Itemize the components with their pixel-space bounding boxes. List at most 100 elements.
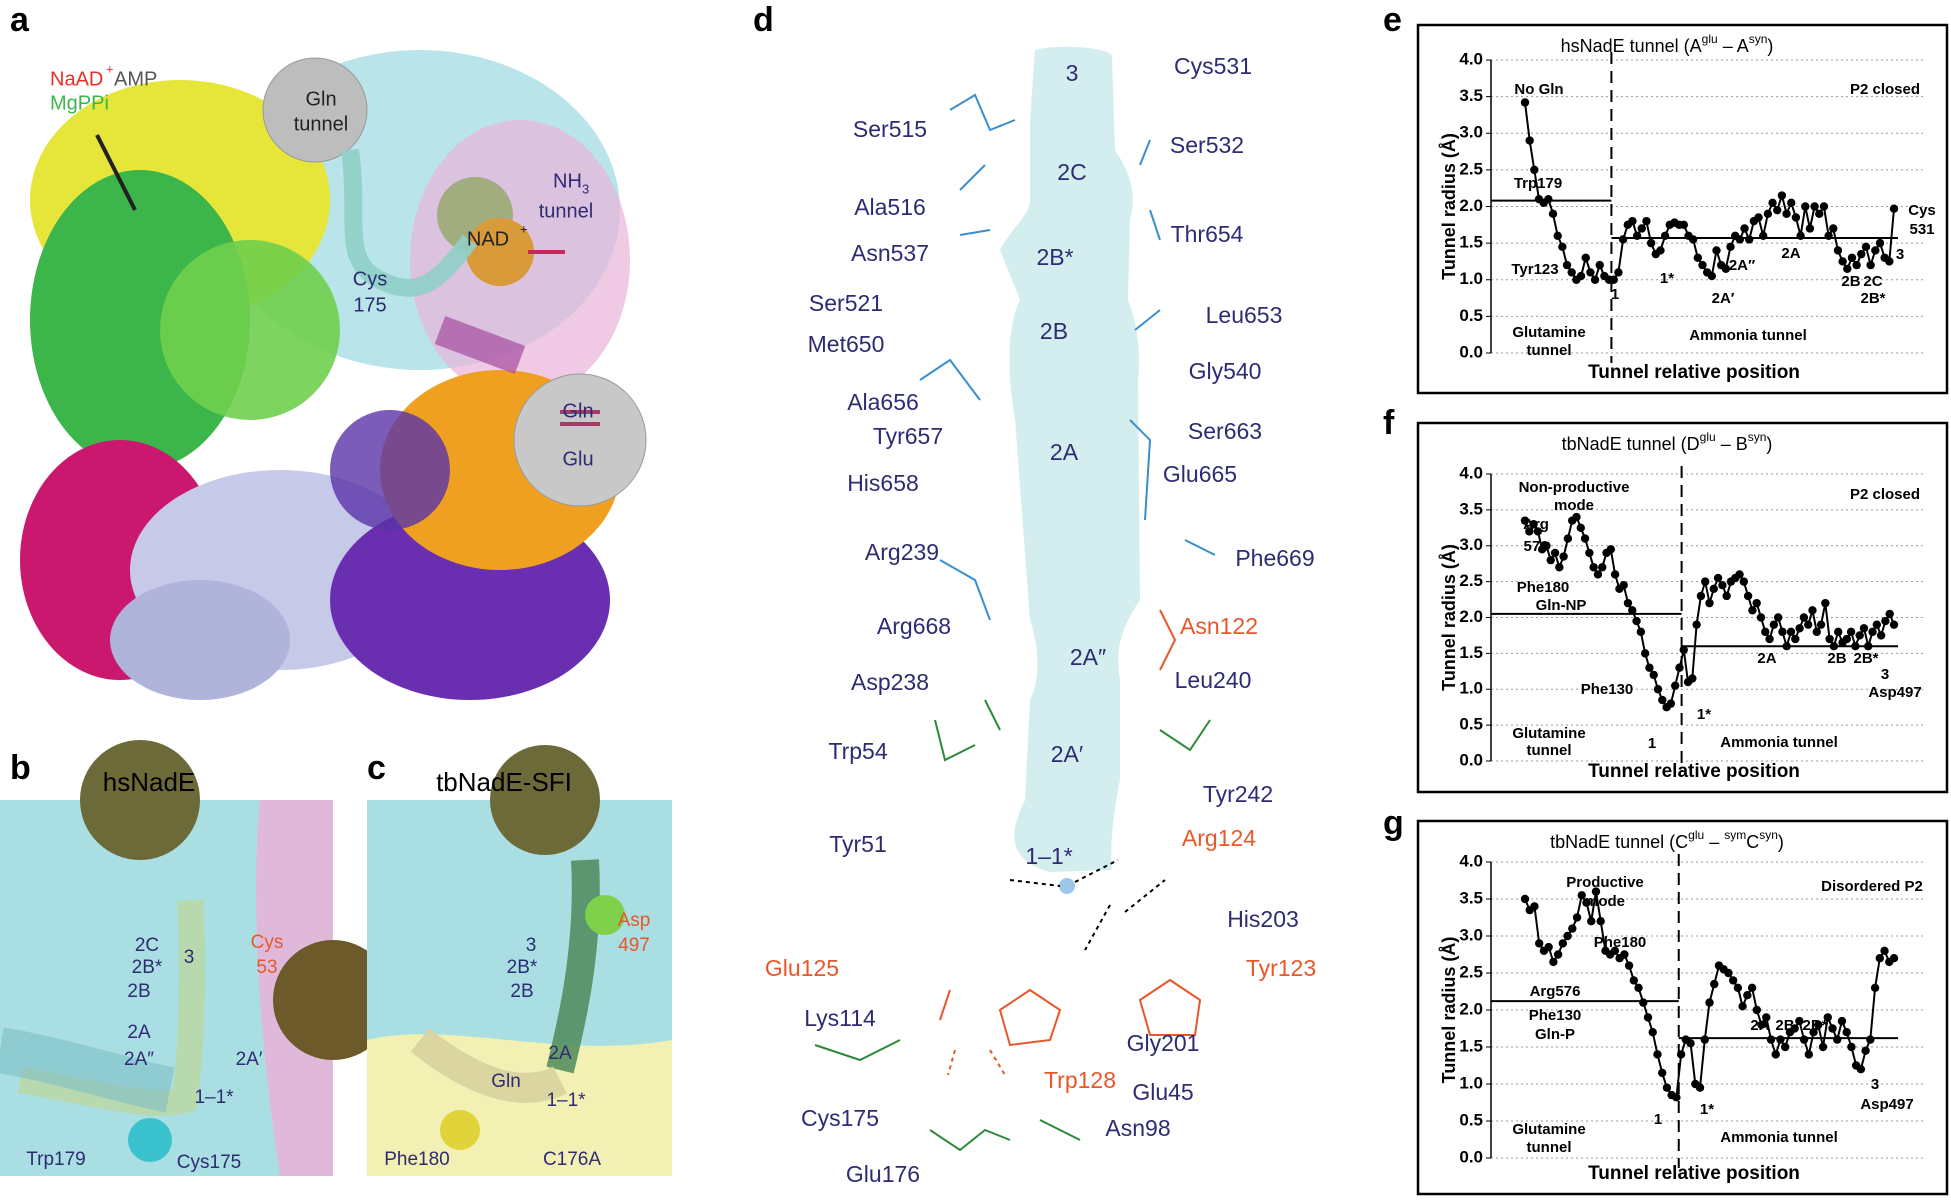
title-part: glu (1702, 32, 1718, 46)
y-tick-label: 2.5 (1459, 159, 1483, 178)
title-part: syn (1759, 828, 1778, 842)
y-tick-label: 2.0 (1459, 607, 1483, 626)
radius-point (1614, 268, 1623, 277)
radius-point (1657, 1068, 1667, 1078)
annotation: P2 closed (1850, 486, 1920, 503)
residue-label: Trp54 (828, 738, 887, 764)
annotation: 1 (1654, 1111, 1662, 1128)
residue-label: Asp238 (851, 669, 929, 695)
annotation: 2B (1827, 650, 1846, 667)
y-tick-label: 0.5 (1459, 306, 1483, 325)
radius-point (1763, 209, 1773, 219)
y-axis-label: Tunnel radius (Å) (1439, 544, 1459, 691)
radius-point (1825, 634, 1834, 644)
radius-point (1656, 246, 1665, 255)
residue-label: Tyr51 (829, 831, 887, 857)
panel-letter: g (1383, 804, 1404, 842)
radius-point (1672, 1093, 1681, 1102)
radius-point (1819, 202, 1829, 211)
title-part: glu (1700, 430, 1716, 444)
illustration (466, 218, 534, 286)
annotation: 2A (1757, 650, 1776, 667)
radius-point (1544, 194, 1553, 204)
structure-label: 2C (135, 935, 159, 956)
structure-label: 497 (618, 935, 650, 956)
radius-point (1859, 624, 1869, 633)
residue-label: Gly540 (1189, 358, 1262, 384)
radius-point (1748, 606, 1757, 615)
radius-point (1838, 257, 1847, 266)
annotation: Phe180 (1517, 579, 1570, 596)
annotation: Cys (1908, 202, 1936, 219)
structure-label: tunnel (294, 113, 349, 135)
radius-point (1761, 627, 1770, 637)
radius-point (1676, 1050, 1686, 1059)
radius-point (1889, 620, 1899, 629)
radius-point (1782, 209, 1791, 219)
title-part: – (1704, 832, 1724, 852)
tunnel-site: 3 (1066, 60, 1079, 86)
radius-point (1542, 541, 1551, 550)
radius-point (1666, 699, 1676, 708)
radius-point (1713, 573, 1723, 583)
radius-point (1864, 642, 1873, 651)
annotation: No Gln (1514, 81, 1563, 98)
residue-label: Ser521 (809, 290, 883, 316)
radius-point (1660, 231, 1670, 240)
radius-point (1765, 634, 1774, 644)
y-tick-label: 0.5 (1459, 715, 1483, 734)
annotation: 1* (1660, 270, 1674, 287)
y-axis-label: Tunnel radius (Å) (1439, 133, 1459, 280)
radius-point (1885, 257, 1894, 266)
residue-label: Asn537 (851, 240, 929, 266)
radius-point (1843, 264, 1852, 273)
y-tick-label: 1.5 (1459, 1036, 1483, 1055)
structure-label: tunnel (539, 200, 594, 222)
radius-point (1698, 260, 1707, 270)
radius-point (1596, 917, 1605, 926)
radius-point (1693, 253, 1703, 262)
x-axis-label: Tunnel relative position (1588, 362, 1800, 383)
residue-label: Glu176 (846, 1161, 920, 1187)
radius-point (1525, 136, 1534, 145)
radius-point (1643, 1013, 1653, 1022)
radius-point (1721, 264, 1731, 273)
title-part: sym (1724, 828, 1746, 842)
radius-point (1739, 577, 1749, 586)
annotation: 3 (1896, 246, 1904, 263)
radius-point (1759, 231, 1768, 240)
tunnel-site: 1–1* (1025, 843, 1072, 869)
y-tick-label: 1.0 (1459, 1073, 1483, 1092)
title-part: C (1746, 832, 1759, 852)
radius-point (1609, 275, 1618, 284)
chart-title: tbNadE tunnel (Dglu – Bsyn) (1562, 430, 1773, 454)
illustration (1059, 878, 1075, 894)
y-tick-label: 0.0 (1459, 1147, 1483, 1166)
annotation: 2A′ (1712, 290, 1735, 307)
annotation: 1* (1697, 706, 1711, 723)
annotation: Non-productive (1519, 479, 1630, 496)
residue-label: Leu653 (1206, 302, 1283, 328)
radius-point (1576, 271, 1586, 281)
radius-point (1548, 209, 1558, 219)
radius-point (1593, 570, 1603, 579)
radius-point (1533, 527, 1543, 536)
radius-point (1821, 598, 1830, 608)
annotation: 531 (1909, 221, 1934, 238)
chart-frame (1416, 23, 1949, 395)
annotation: Trp179 (1514, 175, 1562, 192)
y-tick-label: 1.0 (1459, 679, 1483, 698)
radius-point (1568, 924, 1577, 933)
x-axis-label: Tunnel relative position (1588, 761, 1800, 782)
radius-point (1814, 1020, 1823, 1029)
radius-point (1525, 527, 1534, 536)
structure-label: Cys (353, 268, 387, 290)
radius-point (1752, 1005, 1762, 1015)
radius-point (1740, 224, 1749, 233)
radius-point (1842, 634, 1852, 644)
radius-point (1872, 620, 1882, 629)
chart-title: tbNadE tunnel (Cglu – symCsyn) (1550, 828, 1784, 852)
title-part: glu (1688, 828, 1704, 842)
radius-point (1553, 950, 1563, 959)
